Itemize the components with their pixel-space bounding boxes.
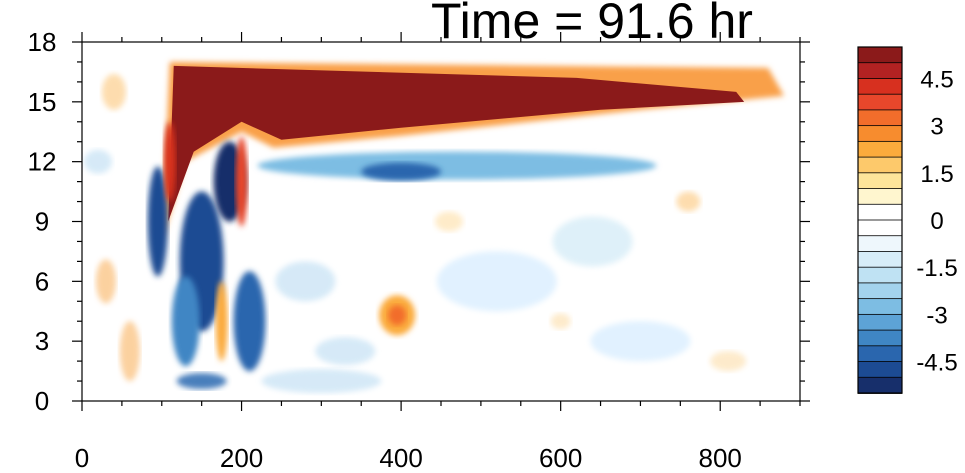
contour-field bbox=[83, 61, 785, 394]
colorbar-swatch bbox=[857, 329, 903, 347]
y-tick-label: 3 bbox=[35, 326, 49, 356]
colorbar-label: 1.5 bbox=[920, 161, 953, 188]
colorbar-frame bbox=[857, 46, 903, 394]
y-axis: 0 3 6 9 12 15 18 bbox=[28, 27, 810, 416]
background-anomaly bbox=[552, 216, 633, 267]
background-anomaly bbox=[550, 313, 571, 330]
colorbar-swatch bbox=[857, 282, 903, 300]
colorbar-swatch bbox=[857, 298, 903, 316]
colorbar-swatch bbox=[857, 140, 903, 158]
background-anomaly bbox=[590, 321, 691, 362]
colorbar-swatch bbox=[857, 78, 903, 96]
y-tick-label: 9 bbox=[35, 207, 49, 237]
colorbar-swatch bbox=[857, 109, 903, 127]
colorbar-swatch bbox=[857, 203, 903, 221]
background-anomaly bbox=[676, 191, 701, 212]
y-tick-label: 12 bbox=[28, 147, 57, 177]
x-tick-label: 200 bbox=[220, 443, 263, 473]
cool-column bbox=[147, 166, 168, 277]
colorbar-swatch bbox=[857, 313, 903, 331]
colorbar-label: 0 bbox=[930, 208, 943, 235]
colorbar-swatch bbox=[857, 156, 903, 174]
x-tick-label: 600 bbox=[539, 443, 582, 473]
colorbar-swatch bbox=[857, 361, 903, 379]
cool-band-core bbox=[361, 162, 442, 181]
colorbar-swatch bbox=[857, 376, 903, 394]
colorbar-swatch bbox=[857, 219, 903, 237]
chart-title: Time = 91.6 hr bbox=[431, 0, 753, 49]
background-anomaly bbox=[434, 211, 463, 232]
cool-column bbox=[233, 271, 266, 372]
background-anomaly bbox=[261, 369, 382, 394]
background-anomaly bbox=[710, 351, 747, 372]
colorbar-label: 4.5 bbox=[920, 66, 953, 93]
y-tick-label: 18 bbox=[28, 27, 57, 57]
warm-blob-core bbox=[388, 305, 407, 326]
y-tick-label: 6 bbox=[35, 266, 49, 296]
background-anomaly bbox=[119, 321, 140, 382]
x-tick-label: 0 bbox=[75, 443, 89, 473]
x-tick-label: 400 bbox=[379, 443, 422, 473]
background-anomaly bbox=[101, 73, 126, 110]
colorbar-swatch bbox=[857, 62, 903, 80]
colorbar-label: -4.5 bbox=[916, 350, 957, 377]
x-axis: 0 200 400 600 800 bbox=[75, 32, 801, 473]
y-tick-label: 0 bbox=[35, 386, 49, 416]
y-tick-label: 15 bbox=[28, 87, 57, 117]
background-anomaly bbox=[176, 373, 227, 390]
background-anomaly bbox=[275, 261, 336, 302]
x-tick-label: 800 bbox=[699, 443, 742, 473]
colorbar: 4.5 3 1.5 0 -1.5 -3 -4.5 bbox=[857, 46, 958, 394]
background-anomaly bbox=[95, 259, 116, 304]
colorbar-swatch bbox=[857, 235, 903, 253]
colorbar-swatch bbox=[857, 125, 903, 143]
colorbar-swatch bbox=[857, 46, 903, 64]
colorbar-swatch bbox=[857, 266, 903, 284]
colorbar-label: -3 bbox=[926, 302, 947, 329]
cool-column bbox=[171, 276, 200, 367]
colorbar-swatch bbox=[857, 251, 903, 269]
colorbar-label: -1.5 bbox=[916, 255, 957, 282]
warm-streak bbox=[163, 121, 176, 202]
colorbar-swatch bbox=[857, 93, 903, 111]
background-anomaly bbox=[83, 149, 112, 174]
cool-band bbox=[257, 151, 657, 180]
colorbar-label: 3 bbox=[930, 114, 943, 141]
background-anomaly bbox=[436, 251, 557, 312]
colorbar-swatch bbox=[857, 345, 903, 363]
colorbar-swatch bbox=[857, 188, 903, 206]
warm-streak bbox=[215, 281, 228, 362]
colorbar-swatch bbox=[857, 172, 903, 190]
warm-layer-core bbox=[168, 65, 745, 222]
warm-streak bbox=[235, 136, 248, 227]
background-anomaly bbox=[315, 337, 376, 366]
